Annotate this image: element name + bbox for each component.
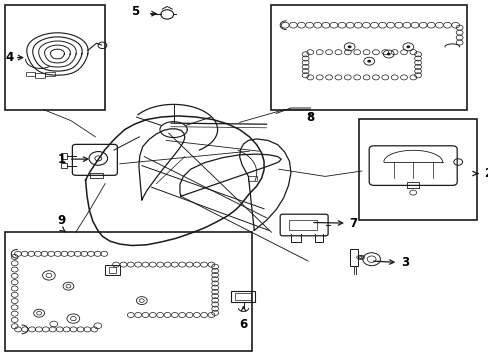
Bar <box>108 267 116 273</box>
Circle shape <box>366 60 370 63</box>
Text: 7: 7 <box>313 217 357 230</box>
Text: 9: 9 <box>57 214 65 227</box>
Text: 3: 3 <box>373 256 408 269</box>
Bar <box>105 265 120 275</box>
Bar <box>90 173 102 178</box>
Bar <box>61 163 67 168</box>
Text: 6: 6 <box>239 318 247 330</box>
Bar <box>288 220 316 230</box>
Circle shape <box>347 45 351 48</box>
Circle shape <box>406 45 409 48</box>
Bar <box>231 291 254 302</box>
Text: 1: 1 <box>58 153 87 166</box>
Bar <box>61 153 67 159</box>
Text: 5: 5 <box>131 5 139 18</box>
Bar <box>36 73 45 78</box>
Bar <box>234 293 251 300</box>
Circle shape <box>386 53 390 55</box>
Text: 8: 8 <box>306 111 314 124</box>
Text: 2: 2 <box>472 167 488 180</box>
Bar <box>407 182 418 188</box>
Bar <box>349 249 358 266</box>
Bar <box>5 232 251 351</box>
Bar <box>25 72 35 76</box>
Bar <box>271 5 466 110</box>
Text: 4: 4 <box>6 51 14 64</box>
Bar <box>5 5 105 110</box>
Bar <box>359 119 476 220</box>
Bar <box>247 176 256 181</box>
Bar <box>45 72 55 76</box>
